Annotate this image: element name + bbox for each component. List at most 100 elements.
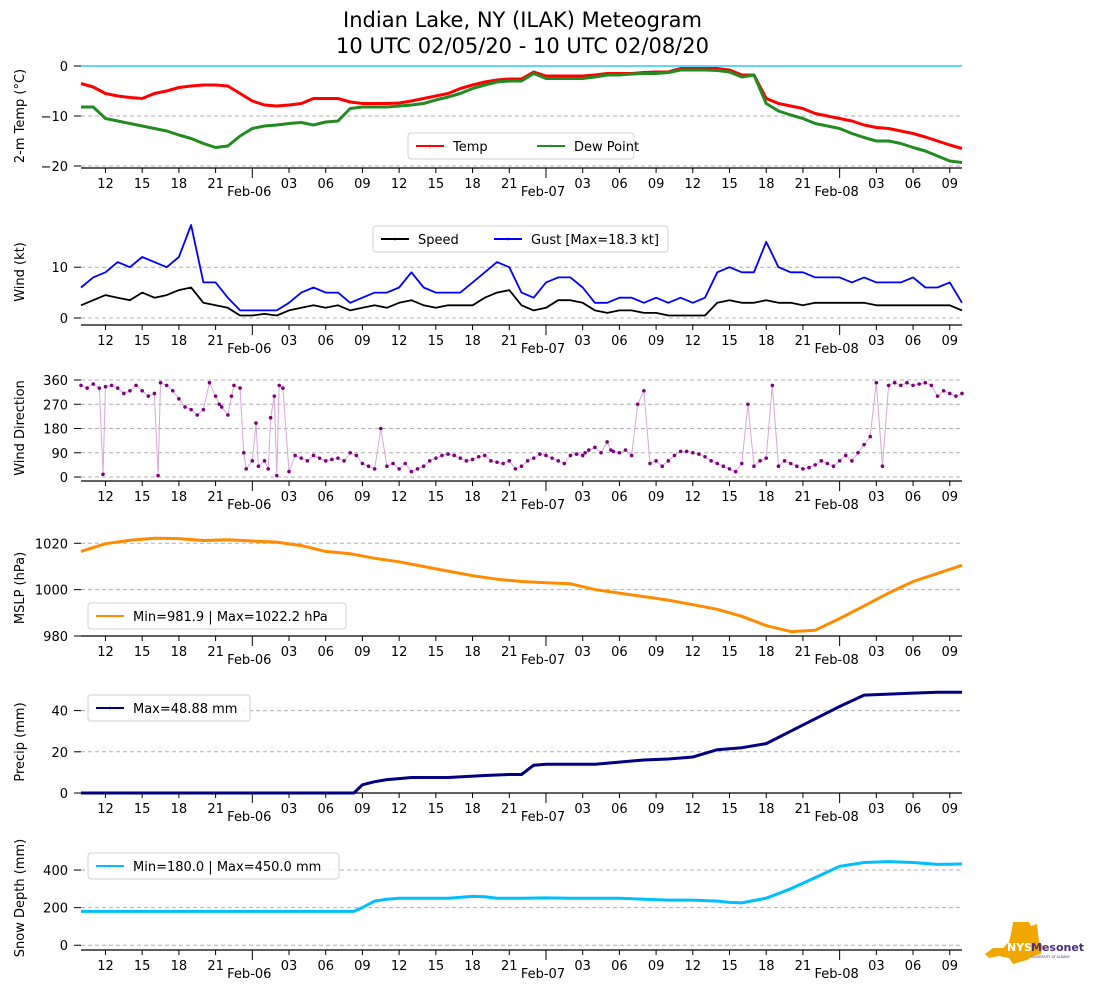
wind-direction-point: [128, 388, 132, 393]
panel-precip: 0 20 40 12 15 18 21 03 06 09 12 15 18 21 03 06 09 12 15 18 2…: [13, 690, 962, 825]
x-tick-label: 06: [905, 334, 922, 349]
wind-direction-point: [183, 405, 187, 409]
y-axis-label: Precip (mm): [13, 702, 28, 781]
x-tick-label: 06: [611, 334, 628, 349]
x-tick-label: 09: [354, 959, 371, 974]
wind-direction-point: [684, 449, 689, 454]
wind-direction-point: [152, 391, 157, 396]
legend: Min=180.0 | Max=450.0 mm: [87, 852, 340, 880]
x-tick-label: 03: [574, 959, 591, 974]
panel-mslp: 980 1000 1020 12 15 18 21 03 06 09 12 15 18 21 03 06 09 1…: [13, 536, 963, 668]
legend-marker: [108, 614, 112, 618]
wind-direction-point: [229, 394, 234, 398]
x-tick-label: 09: [941, 645, 958, 660]
x-day-label: Feb-06: [227, 810, 271, 825]
logo-university-text: UNIVERSITY AT ALBANY: [1031, 955, 1071, 959]
wind-direction-point: [691, 450, 695, 455]
x-tick-label: 15: [134, 334, 151, 349]
x-tick-label: 18: [464, 645, 481, 660]
wind-direction-point: [317, 456, 322, 460]
wind-direction-point: [409, 469, 414, 474]
wind-direction-point: [611, 449, 616, 454]
x-tick-label: 18: [758, 645, 775, 660]
wind-direction-point: [568, 453, 573, 458]
x-tick-label: 06: [611, 959, 628, 974]
x-day-label: Feb-07: [521, 342, 565, 357]
x-tick-label: 21: [795, 490, 812, 505]
x-tick-label: 03: [868, 334, 885, 349]
x-tick-label: 18: [464, 802, 481, 817]
x-tick-label: 18: [464, 177, 481, 192]
x-day-label: Feb-06: [227, 498, 271, 513]
chart-title-line2: 10 UTC 02/05/20 - 10 UTC 02/08/20: [336, 34, 709, 58]
x-tick-label: 18: [171, 334, 188, 349]
wind-direction-point: [929, 383, 934, 388]
x-tick-label: 15: [428, 959, 445, 974]
legend: Max=48.88 mm: [87, 694, 251, 722]
wind-direction-point: [219, 405, 224, 409]
x-tick-label: 12: [391, 490, 408, 505]
wind-direction-point: [941, 388, 946, 393]
x-tick-label: 09: [941, 334, 958, 349]
x-tick-label: 12: [97, 334, 114, 349]
x-tick-label: 12: [685, 645, 702, 660]
x-tick-label: 21: [207, 177, 224, 192]
x-day-label: Feb-07: [521, 810, 565, 825]
wind-direction-point: [213, 394, 218, 398]
wind-direction-point: [268, 415, 273, 420]
x-tick-label: 15: [721, 177, 738, 192]
wind-direction-point: [782, 459, 787, 463]
wind-direction-point: [825, 461, 830, 466]
wind-direction-point: [862, 442, 866, 447]
x-tick-label: 21: [501, 334, 518, 349]
legend-marker: [393, 237, 397, 241]
wind-direction-point: [241, 450, 246, 455]
x-tick-label: 09: [648, 177, 665, 192]
panel-wind: 0 10 12 15 18 21 03 06 09 12 15 18 21 03 06 09 12 15 18 21 0…: [13, 224, 963, 357]
wind-direction-point: [217, 402, 222, 407]
x-tick-label: 18: [464, 490, 481, 505]
x-tick-label: 21: [795, 645, 812, 660]
x-tick-label: 18: [758, 959, 775, 974]
x-tick-label: 12: [685, 334, 702, 349]
wind-direction-point: [776, 464, 781, 469]
x-day-label: Feb-08: [815, 810, 859, 825]
legend-box: [87, 852, 340, 880]
wind-direction-point: [311, 453, 316, 458]
x-tick-label: 21: [207, 645, 224, 660]
wind-direction-point: [299, 456, 304, 460]
legend: Min=981.9 | Max=1022.2 hPa: [87, 602, 347, 630]
wind-direction-point: [476, 454, 481, 459]
x-tick-label: 21: [795, 334, 812, 349]
x-tick-label: 09: [648, 334, 665, 349]
wind-direction-point: [648, 461, 652, 466]
wind-direction-point: [277, 383, 282, 388]
x-day-label: Feb-07: [521, 967, 565, 982]
x-tick-label: 12: [391, 959, 408, 974]
x-tick-label: 06: [317, 334, 334, 349]
legend-box: [87, 694, 251, 722]
legend-label: Dew Point: [574, 140, 639, 155]
y-tick-label: 10: [51, 261, 68, 276]
wind-direction-point: [831, 464, 836, 469]
wind-direction-point: [134, 383, 138, 388]
x-day-label: Feb-08: [815, 967, 859, 982]
x-tick-label: 12: [685, 177, 702, 192]
wind-direction-point: [819, 459, 824, 463]
wind-direction-point: [709, 459, 713, 463]
x-tick-label: 12: [391, 802, 408, 817]
y-tick-label: 0: [60, 471, 68, 486]
wind-direction-point: [562, 461, 567, 466]
x-tick-label: 18: [464, 959, 481, 974]
wind-direction-point: [452, 453, 457, 458]
x-tick-label: 12: [97, 959, 114, 974]
wind-direction-point: [605, 440, 609, 444]
wind-direction-point: [507, 459, 512, 463]
wind-direction-point: [752, 464, 756, 469]
wind-direction-point: [960, 391, 964, 396]
wind-direction-point: [348, 450, 352, 455]
x-tick-label: 15: [134, 177, 151, 192]
x-tick-label: 12: [391, 334, 408, 349]
y-tick-label: 0: [60, 787, 68, 802]
